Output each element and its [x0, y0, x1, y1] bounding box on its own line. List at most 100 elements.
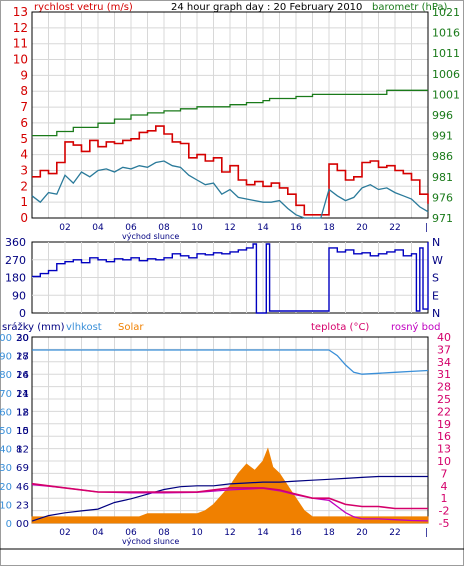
temperature-tick-label: 31	[437, 368, 451, 381]
rain-tick-label: 16	[16, 370, 29, 381]
temperature-tick-label: 25	[437, 393, 451, 406]
panel3-left-ticks: 0102030405060708090100024681012141618200…	[0, 333, 29, 530]
humidity-tick-label: 70	[0, 389, 12, 400]
temperature-tick-label: 22	[437, 405, 451, 418]
wind-tick-label: 7	[20, 100, 28, 114]
barometer-tick-label: 1021	[432, 6, 460, 19]
time-tick-end: |	[425, 223, 428, 233]
humidity-legend: vlhkost	[66, 322, 102, 333]
time-tick-label: 18	[323, 528, 335, 538]
compass-tick-label: N	[432, 307, 440, 320]
humidity-tick-label: 40	[0, 445, 12, 456]
rain-line	[31, 475, 428, 522]
rain-tick-label: 0	[16, 519, 22, 530]
panel3-sunrise-label: východ slunce	[122, 537, 179, 546]
rain-tick-label: 20	[16, 333, 29, 344]
temperature-tick-label: 13	[437, 443, 451, 456]
humidity-tick-label: 0	[6, 519, 12, 530]
humidity-tick-label: 80	[0, 370, 12, 381]
time-tick-label: 08	[158, 223, 170, 233]
humidity-tick-label: 20	[0, 482, 12, 493]
time-tick-label: 22	[389, 223, 400, 233]
temperature-tick-label: 19	[437, 418, 451, 431]
wind-tick-label: 0	[20, 211, 28, 225]
barometer-tick-label: 986	[432, 150, 453, 163]
rain-tick-label: 8	[16, 445, 22, 456]
time-tick-label: 04	[92, 528, 104, 538]
wind-average-line	[31, 160, 429, 219]
time-tick-label: 18	[323, 223, 335, 233]
barometer-axis-title: barometr (hPa)	[372, 2, 448, 13]
rain-tick-label: 4	[16, 482, 22, 493]
time-tick-label: 04	[92, 223, 104, 233]
panel1-barometer-ticks: 971 976 981 986 991 996 1001 1006 1011 1016 1021	[432, 6, 460, 225]
temperature-axis-title: teplota (°C)	[311, 322, 369, 333]
wind-tick-label: 3	[20, 163, 28, 177]
panel1-sunrise-label: východ slunce	[122, 232, 179, 241]
barometer-tick-label: 981	[432, 171, 453, 184]
rain-tick-label: 10	[16, 426, 29, 437]
panel1-series	[31, 89, 429, 219]
barometer-tick-label: 1006	[432, 68, 460, 81]
solar-legend: Solar	[118, 322, 144, 333]
solar-tick-label: 9	[23, 463, 29, 474]
barometer-tick-label: 971	[432, 212, 453, 225]
temperature-tick-label: 16	[437, 430, 451, 443]
time-tick-label: 22	[389, 528, 400, 538]
humidity-line	[32, 349, 429, 375]
solar-tick-label: 0	[23, 519, 29, 530]
time-tick-label: 12	[224, 528, 235, 538]
direction-tick-label: 0	[19, 307, 26, 320]
temperature-tick-label: 34	[437, 356, 451, 369]
temperature-tick-label: 40	[437, 331, 451, 344]
temperature-tick-label: 1	[441, 492, 448, 505]
wind-tick-label: 13	[13, 5, 28, 19]
time-tick-label: 08	[158, 528, 170, 538]
time-tick-label: 10	[191, 223, 203, 233]
rain-tick-label: 12	[16, 407, 29, 418]
compass-tick-label: W	[432, 254, 443, 267]
wind-tick-label: 10	[13, 53, 28, 67]
panel3-time-ticks: 02 04 06 08 10 12 14 16 18 20 22 |	[59, 528, 428, 538]
barometer-tick-label: 1001	[432, 88, 460, 101]
temperature-tick-label: 28	[437, 381, 451, 394]
solar-tick-label: 18	[16, 407, 29, 418]
wind-tick-label: 12	[13, 21, 28, 35]
time-tick-end: |	[425, 528, 428, 538]
wind-tick-label: 8	[20, 84, 28, 98]
time-tick-label: 10	[191, 528, 203, 538]
rain-tick-label: 14	[16, 389, 29, 400]
wind-tick-label: 9	[20, 68, 28, 82]
humidity-tick-label: 10	[0, 500, 12, 511]
direction-tick-label: 180	[5, 272, 26, 285]
temperature-tick-label: 37	[437, 343, 451, 356]
temperature-tick-label: -5	[439, 517, 450, 530]
time-tick-label: 06	[125, 223, 137, 233]
temperature-tick-label: 4	[441, 480, 448, 493]
wind-tick-label: 6	[20, 116, 28, 130]
humidity-tick-label: 100	[0, 333, 12, 344]
solar-tick-label: 6	[23, 482, 29, 493]
panel3-series	[31, 349, 429, 524]
solar-tick-label: 27	[16, 352, 29, 363]
wind-direction-line	[32, 242, 429, 314]
panel2-series	[32, 242, 429, 314]
time-tick-label: 14	[257, 528, 269, 538]
time-tick-label: 20	[356, 528, 368, 538]
humidity-tick-label: 50	[0, 426, 12, 437]
dewpoint-legend: rosný bod	[391, 321, 440, 333]
barometer-tick-label: 1016	[432, 27, 460, 40]
humidity-tick-label: 90	[0, 352, 12, 363]
direction-tick-label: 360	[5, 236, 26, 249]
time-tick-label: 06	[125, 528, 137, 538]
humidity-tick-label: 30	[0, 463, 12, 474]
barometer-tick-label: 976	[432, 191, 453, 204]
barometer-tick-label: 991	[432, 130, 453, 143]
chart-title: 24 hour graph day : 20 February 2010	[171, 2, 362, 13]
solar-tick-label: 15	[16, 426, 29, 437]
